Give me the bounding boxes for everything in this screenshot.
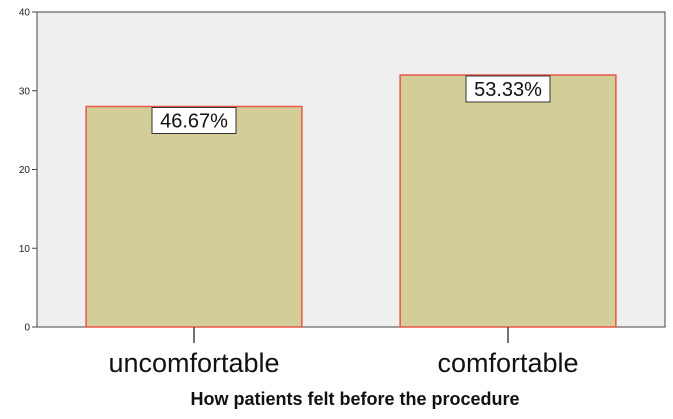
bar-comfortable (399, 74, 617, 328)
x-axis: uncomfortable comfortable (108, 327, 579, 378)
x-tick-label: comfortable (437, 348, 578, 378)
data-label-box (151, 107, 237, 134)
y-axis: 0 10 20 30 40 (19, 8, 37, 334)
y-tick-label: 0 (24, 323, 30, 334)
data-label-box (465, 75, 551, 103)
y-tick-label: 20 (19, 165, 31, 176)
y-tick-label: 10 (19, 244, 31, 255)
y-tick-label: 30 (19, 86, 31, 97)
data-label: 53.33% (474, 79, 542, 101)
bar-uncomfortable (85, 105, 303, 328)
y-tick-label: 40 (19, 8, 31, 19)
x-axis-label: How patients felt before the procedure (190, 389, 519, 409)
x-tick-label: uncomfortable (108, 348, 279, 378)
data-label: 46.67% (160, 111, 228, 133)
bars: 46.67% 53.33% (85, 74, 617, 328)
